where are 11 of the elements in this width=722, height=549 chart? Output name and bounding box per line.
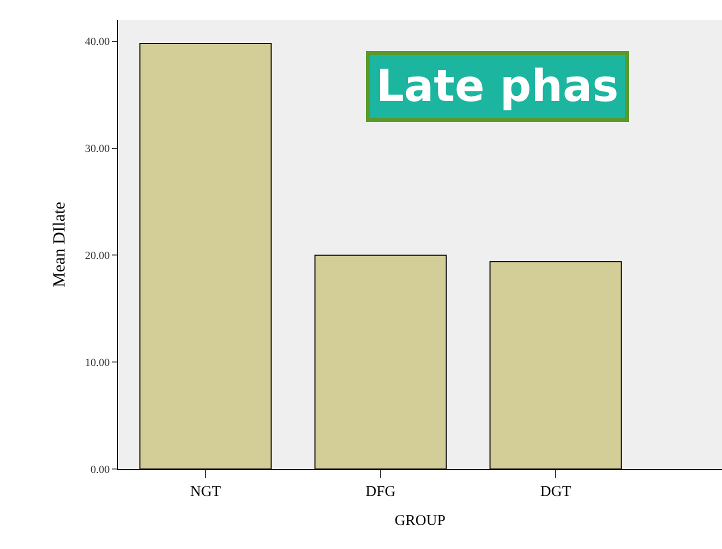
y-tick-label: 20.00 bbox=[85, 250, 110, 262]
annotation: Late phas bbox=[376, 61, 619, 112]
y-tick-label: 30.00 bbox=[85, 143, 110, 156]
x-axis-title: GROUP bbox=[394, 513, 446, 529]
x-tick-label: DFG bbox=[366, 484, 396, 500]
y-axis-title: Mean DIlate bbox=[50, 202, 69, 288]
y-tick-label: 10.00 bbox=[85, 356, 110, 369]
x-tick-label: NGT bbox=[190, 484, 221, 500]
x-tick-label: DGT bbox=[540, 484, 572, 500]
y-tick-label: 0.00 bbox=[90, 464, 110, 476]
y-tick-label: 40.00 bbox=[85, 36, 110, 48]
